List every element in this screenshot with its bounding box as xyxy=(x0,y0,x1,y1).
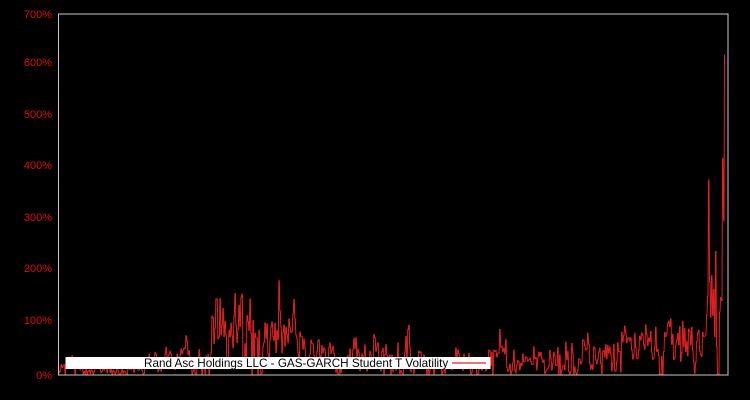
svg-text:200%: 200% xyxy=(24,263,52,275)
svg-text:700%: 700% xyxy=(24,9,52,21)
svg-text:Rand Asc Holdings LLC - GAS-GA: Rand Asc Holdings LLC - GAS-GARCH Studen… xyxy=(144,357,448,370)
svg-text:600%: 600% xyxy=(24,57,52,69)
svg-text:500%: 500% xyxy=(24,109,52,121)
svg-text:400%: 400% xyxy=(24,160,52,172)
svg-text:0%: 0% xyxy=(36,370,52,382)
svg-text:100%: 100% xyxy=(24,315,52,327)
svg-text:300%: 300% xyxy=(24,212,52,224)
